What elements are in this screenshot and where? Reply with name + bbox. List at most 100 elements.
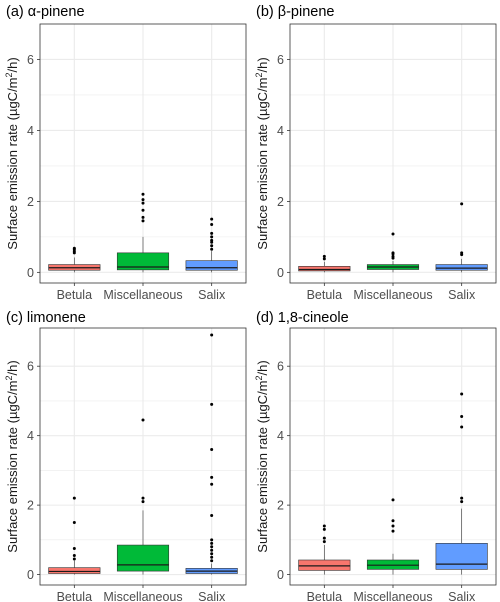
outlier-point [72,520,76,524]
y-tick-label: 2 [277,195,284,209]
x-tick-label: Miscellaneous [103,288,182,302]
box-betula [298,524,351,575]
outlier-point [322,540,326,544]
outlier-point [210,475,214,479]
iqr-box [48,567,101,574]
x-tick-label: Miscellaneous [353,288,432,302]
outlier-point [72,553,76,557]
outlier-point [72,547,76,551]
outlier-point [210,538,214,542]
outlier-point [391,529,395,533]
box-betula [48,246,101,273]
y-tick-label: 4 [277,429,284,443]
x-tick-label: Salix [198,590,226,602]
outlier-point [460,425,464,429]
iqr-box [435,543,488,570]
outlier-point [72,246,76,250]
y-tick-label: 0 [277,266,284,280]
y-axis-label: Surface emission rate (µgC/m2/h) [4,57,20,249]
outlier-point [210,402,214,406]
x-tick-label: Miscellaneous [353,590,432,602]
outlier-point [210,231,214,235]
y-tick-label: 2 [27,195,34,209]
panel-title: (c) limonene [6,310,86,326]
iqr-box [185,260,238,271]
outlier-point [210,222,214,226]
box-miscellaneous [116,418,170,575]
outlier-point [391,524,395,528]
box-salix [435,202,488,273]
panel-title: (b) β-pinene [256,4,334,20]
outlier-point [141,215,145,219]
x-tick-label: Betula [307,288,342,302]
outlier-point [210,333,214,337]
y-tick-label: 6 [27,53,34,67]
outlier-point [391,519,395,523]
outlier-point [322,524,326,528]
outlier-point [210,545,214,549]
outlier-point [210,448,214,452]
outlier-point [210,541,214,545]
outlier-point [322,536,326,540]
outlier-point [460,496,464,500]
y-tick-label: 2 [27,499,34,513]
outlier-point [460,500,464,504]
panel-1: 0 2 4 6 Betula Miscellaneous Salix (a) α-pinene… [4,4,247,302]
outlier-point [322,257,326,261]
y-tick-label: 6 [277,360,284,374]
box-betula [48,496,101,575]
outlier-point [210,548,214,552]
outlier-point [460,392,464,396]
x-tick-label: Betula [57,288,92,302]
box-salix [185,333,238,575]
outlier-point [210,244,214,248]
y-tick-label: 2 [277,499,284,513]
outlier-point [72,557,76,561]
outlier-point [210,555,214,559]
y-axis-label: Surface emission rate (µgC/m2/h) [4,360,20,552]
y-tick-label: 4 [27,429,34,443]
outlier-point [210,238,214,242]
outlier-point [322,527,326,531]
box-miscellaneous [366,232,420,273]
y-tick-label: 0 [277,568,284,582]
y-tick-label: 4 [27,124,34,138]
panel-4: 0 2 4 6 Betula Miscellaneous Salix (d) 1,8-cine… [254,310,497,602]
y-axis-label: Surface emission rate (µgC/m2/h) [254,360,270,552]
box-salix [185,217,238,273]
outlier-point [322,254,326,258]
x-tick-label: Salix [448,590,476,602]
outlier-point [210,482,214,486]
y-tick-label: 0 [27,568,34,582]
y-tick-label: 4 [277,124,284,138]
outlier-point [141,198,145,202]
iqr-box [116,544,170,572]
outlier-point [210,514,214,518]
y-tick-label: 6 [277,53,284,67]
panel-2: 0 2 4 6 Betula Miscellaneous Salix (b) β-pinene… [254,4,497,302]
outlier-point [391,498,395,502]
outlier-point [391,254,395,258]
box-miscellaneous [366,498,420,575]
y-tick-label: 0 [27,266,34,280]
y-tick-label: 6 [27,360,34,374]
outlier-point [210,552,214,556]
box-betula [298,254,351,273]
panel-title: (a) α-pinene [6,4,85,20]
outlier-point [72,496,76,500]
outlier-point [391,251,395,255]
iqr-box [298,559,351,571]
x-tick-label: Salix [198,288,226,302]
outlier-point [460,251,464,255]
iqr-box [116,252,170,271]
outlier-point [391,232,395,236]
panel-3: 0 2 4 6 Betula Miscellaneous Salix (c) limonene… [4,310,247,602]
outlier-point [141,496,145,500]
outlier-point [210,217,214,221]
outlier-point [210,235,214,239]
outlier-point [210,559,214,563]
x-tick-label: Betula [307,590,342,602]
x-tick-label: Salix [448,288,476,302]
box-salix [435,392,488,575]
